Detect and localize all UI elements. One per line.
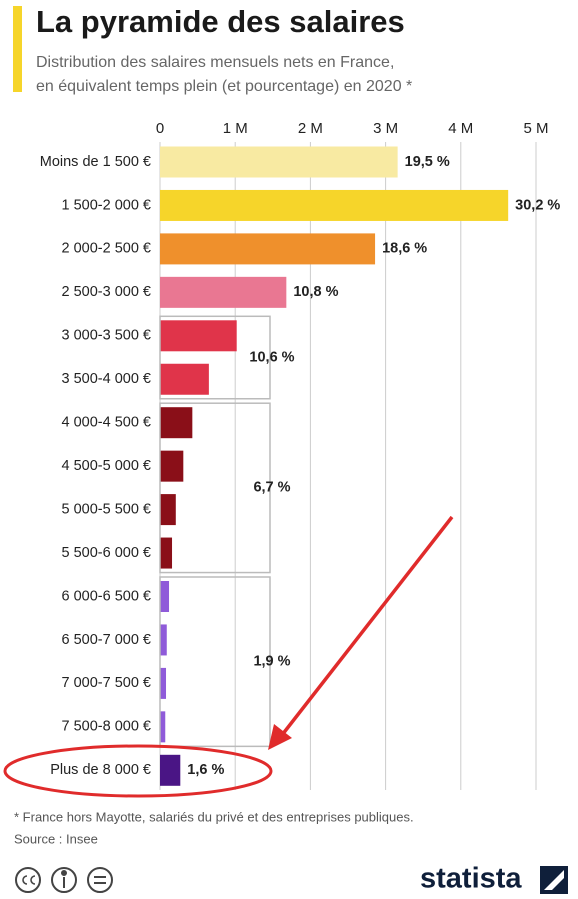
- bar: [160, 146, 398, 178]
- license-icons: [15, 867, 113, 893]
- group-box: [159, 315, 271, 400]
- subtitle: Distribution des salaires mensuels nets …: [36, 54, 394, 71]
- share-label: 30,2 %: [515, 197, 560, 213]
- bar: [160, 407, 193, 439]
- footnote: * France hors Mayotte, salariés du privé…: [14, 809, 414, 824]
- share-label: 18,6 %: [382, 241, 427, 257]
- y-tick-label: 6 000-6 500 €: [62, 588, 152, 604]
- x-tick-label: 3 M: [373, 120, 398, 137]
- share-label: 19,5 %: [405, 154, 450, 170]
- x-tick-label: 5 M: [523, 120, 548, 137]
- bar: [160, 537, 173, 569]
- group-box: [159, 576, 271, 748]
- y-tick-label: 3 000-3 500 €: [62, 328, 152, 344]
- share-label: 1,6 %: [187, 762, 224, 778]
- bar: [160, 363, 209, 395]
- y-tick-label: 7 500-8 000 €: [62, 719, 152, 735]
- bar: [160, 450, 184, 482]
- chart-title: La pyramide des salaires: [36, 4, 405, 39]
- share-label: 6,7 %: [253, 480, 290, 496]
- brand-logo: [540, 866, 568, 894]
- bar: [160, 624, 167, 656]
- arrow-head: [268, 724, 292, 750]
- subtitle: en équivalent temps plein (et pourcentag…: [36, 78, 412, 95]
- bar: [160, 276, 287, 308]
- share-label: 10,8 %: [293, 284, 338, 300]
- bar: [160, 494, 176, 526]
- y-tick-label: Moins de 1 500 €: [40, 154, 151, 170]
- plot: 0 1 M 2 M 3 M 4 M 5 M Moins de 1 500 € 1 500-2 …: [40, 120, 560, 790]
- bar: [160, 667, 167, 699]
- arrow-shaft: [280, 515, 454, 737]
- x-tick-label: 1 M: [223, 120, 248, 137]
- y-tick-label: 6 500-7 000 €: [62, 632, 152, 648]
- group-box: [159, 402, 271, 574]
- x-tick-label: 2 M: [298, 120, 323, 137]
- y-tick-label: 4 500-5 000 €: [62, 458, 152, 474]
- y-tick-label: 2 500-3 000 €: [62, 284, 152, 300]
- y-tick-label: 2 000-2 500 €: [62, 241, 152, 257]
- share-label: 10,6 %: [249, 349, 294, 365]
- bar: [160, 320, 237, 352]
- highlight-ellipse: [3, 744, 273, 798]
- x-tick-label: 4 M: [448, 120, 473, 137]
- x-tick-label: 0: [156, 120, 164, 137]
- accent-bar: [13, 6, 22, 92]
- share-label: 1,9 %: [253, 654, 290, 670]
- y-tick-label: 5 500-6 000 €: [62, 545, 152, 561]
- bar: [160, 233, 376, 265]
- y-tick-label: 5 000-5 500 €: [62, 501, 152, 517]
- source: Source : Insee: [14, 831, 98, 846]
- brand: statista: [420, 863, 522, 895]
- bar: [160, 754, 181, 786]
- y-tick-label: Plus de 8 000 €: [50, 762, 151, 778]
- bar: [160, 711, 166, 743]
- y-tick-label: 4 000-4 500 €: [62, 415, 152, 431]
- bar: [160, 189, 509, 221]
- y-tick-label: 1 500-2 000 €: [62, 197, 152, 213]
- y-tick-label: 3 500-4 000 €: [62, 371, 152, 387]
- y-tick-label: 7 000-7 500 €: [62, 675, 152, 691]
- bar: [160, 581, 170, 612]
